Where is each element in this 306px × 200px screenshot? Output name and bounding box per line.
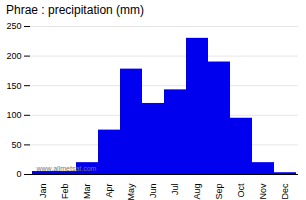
svg-text:Apr: Apr	[104, 184, 114, 198]
html-text:Phrae : precipitation (mm): Phrae : precipitation (mm)	[6, 3, 144, 17]
svg-text:200: 200	[6, 51, 21, 61]
svg-text:50: 50	[11, 140, 21, 150]
svg-text:150: 150	[6, 81, 21, 91]
svg-text:Nov: Nov	[258, 183, 268, 200]
svg-text:May: May	[126, 183, 136, 200]
svg-text:Jun: Jun	[148, 184, 158, 199]
svg-text:0: 0	[16, 169, 21, 179]
svg-text:Mar: Mar	[82, 183, 92, 199]
svg-text:Dec: Dec	[280, 183, 290, 200]
svg-text:100: 100	[6, 110, 21, 120]
svg-text:Jan: Jan	[38, 184, 48, 199]
svg-text:Aug: Aug	[192, 184, 202, 200]
svg-text:250: 250	[6, 21, 21, 31]
svg-text:Feb: Feb	[60, 184, 70, 200]
svg-text:Jul: Jul	[170, 184, 180, 196]
svg-text:Oct: Oct	[236, 183, 246, 198]
svg-text:Sep: Sep	[214, 184, 224, 200]
svg-text:www.allmetsat.com: www.allmetsat.com	[36, 165, 97, 172]
